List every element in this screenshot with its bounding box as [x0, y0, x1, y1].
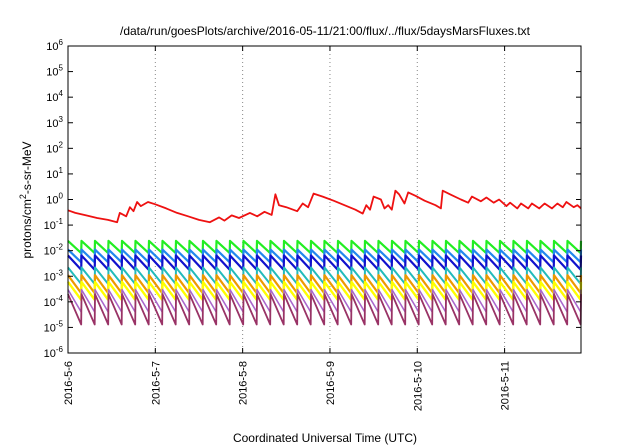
y-tick-label: 10-3 — [44, 268, 64, 283]
y-tick-label: 10-2 — [44, 243, 64, 258]
x-axis: 2016-5-6 2016-5-7 2016-5-8 2016-5-9 2016-5-1… — [63, 46, 512, 411]
y-tick-label: 10-1 — [44, 217, 64, 232]
y-tick-label: 106 — [46, 38, 63, 53]
x-tick-label: 2016-5-9 — [325, 361, 337, 405]
chart-title: /data/run/goesPlots/archive/2016-05-11/2… — [120, 24, 531, 38]
y-tick-label: 103 — [46, 115, 63, 130]
y-tick-label: 102 — [46, 140, 63, 155]
y-tick-label: 100 — [46, 192, 63, 207]
y-axis: 10-6 10-5 10-4 10-3 10-2 10-1 100 101 102 103 104 1… — [44, 38, 581, 360]
x-axis-label: Coordinated Universal Time (UTC) — [233, 431, 417, 445]
series-group — [67, 189, 583, 326]
y-tick-label: 105 — [46, 64, 63, 79]
x-tick-label: 2016-5-7 — [150, 361, 162, 405]
x-tick-label: 2016-5-6 — [63, 361, 75, 405]
y-axis-label: protons/cm2-s-sr-MeV — [18, 141, 34, 258]
y-tick-label: 10-6 — [44, 345, 64, 360]
y-tick-label: 101 — [46, 166, 63, 181]
y-tick-label: 104 — [46, 89, 63, 104]
x-tick-label: 2016-5-8 — [238, 361, 250, 405]
y-tick-label: 10-4 — [44, 294, 64, 309]
series-1-line — [67, 189, 582, 224]
x-tick-label: 2016-5-11 — [500, 361, 512, 410]
series-4-line — [67, 254, 583, 271]
y-tick-label: 10-5 — [44, 319, 64, 334]
x-tick-label: 2016-5-10 — [412, 361, 424, 411]
series-9-line — [67, 293, 582, 326]
